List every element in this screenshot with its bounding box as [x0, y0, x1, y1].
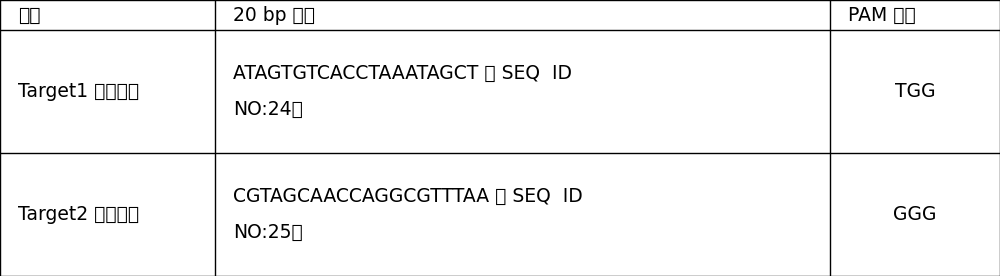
Text: 名称: 名称: [18, 6, 40, 25]
Text: Target2 识别位点: Target2 识别位点: [18, 205, 139, 224]
Text: PAM 位点: PAM 位点: [848, 6, 916, 25]
Text: NO:24）: NO:24）: [233, 100, 303, 119]
Text: TGG: TGG: [895, 82, 935, 101]
Text: CGTAGCAACCAGGCGTTTAA （ SEQ  ID: CGTAGCAACCAGGCGTTTAA （ SEQ ID: [233, 187, 583, 206]
Text: Target1 识别位点: Target1 识别位点: [18, 82, 139, 101]
Text: 20 bp 序列: 20 bp 序列: [233, 6, 315, 25]
Text: GGG: GGG: [893, 205, 937, 224]
Text: NO:25）: NO:25）: [233, 223, 303, 242]
Text: ATAGTGTCACCTAAATAGCT （ SEQ  ID: ATAGTGTCACCTAAATAGCT （ SEQ ID: [233, 64, 572, 83]
